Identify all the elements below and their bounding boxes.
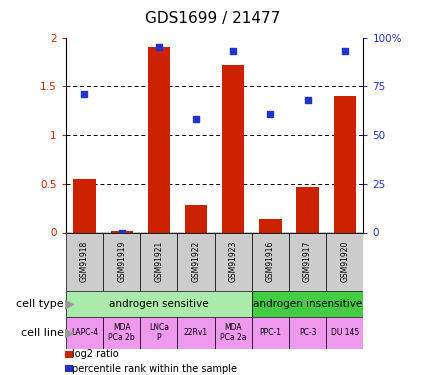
- Bar: [65, 365, 73, 372]
- Bar: [289, 317, 326, 349]
- Text: LAPC-4: LAPC-4: [71, 328, 98, 338]
- Bar: [252, 232, 289, 291]
- Bar: [215, 317, 252, 349]
- Bar: [73, 179, 96, 232]
- Bar: [66, 291, 252, 317]
- Text: PPC-1: PPC-1: [259, 328, 281, 338]
- Bar: [289, 232, 326, 291]
- Text: 22Rv1: 22Rv1: [184, 328, 208, 338]
- Bar: [259, 219, 281, 232]
- Text: androgen insensitive: androgen insensitive: [253, 299, 362, 309]
- Text: GSM91921: GSM91921: [154, 241, 163, 282]
- Point: [156, 44, 162, 50]
- Bar: [222, 65, 244, 232]
- Bar: [326, 232, 363, 291]
- Text: MDA
PCa 2a: MDA PCa 2a: [220, 323, 246, 342]
- Text: LNCa
P: LNCa P: [149, 323, 169, 342]
- Point: [193, 116, 199, 122]
- Text: percentile rank within the sample: percentile rank within the sample: [72, 364, 237, 374]
- Text: cell type: cell type: [16, 299, 64, 309]
- Point: [341, 48, 348, 54]
- Bar: [110, 231, 133, 232]
- Bar: [185, 205, 207, 232]
- Text: log2 ratio: log2 ratio: [72, 350, 119, 359]
- Bar: [66, 317, 103, 349]
- Point: [304, 97, 311, 103]
- Bar: [140, 232, 178, 291]
- Bar: [65, 351, 73, 358]
- Text: GSM91918: GSM91918: [80, 241, 89, 282]
- Point: [118, 230, 125, 236]
- Text: GSM91917: GSM91917: [303, 241, 312, 282]
- Text: ▶: ▶: [65, 297, 74, 310]
- Text: GSM91923: GSM91923: [229, 241, 238, 282]
- Text: GSM91920: GSM91920: [340, 241, 349, 282]
- Text: ▶: ▶: [65, 326, 74, 339]
- Text: GSM91922: GSM91922: [192, 241, 201, 282]
- Text: GDS1699 / 21477: GDS1699 / 21477: [145, 11, 280, 26]
- Bar: [178, 317, 215, 349]
- Text: cell line: cell line: [21, 328, 64, 338]
- Text: GSM91919: GSM91919: [117, 241, 126, 282]
- Point: [267, 111, 274, 117]
- Text: androgen sensitive: androgen sensitive: [109, 299, 209, 309]
- Bar: [252, 317, 289, 349]
- Bar: [326, 317, 363, 349]
- Text: PC-3: PC-3: [299, 328, 316, 338]
- Point: [230, 48, 237, 54]
- Bar: [140, 317, 178, 349]
- Point: [81, 91, 88, 97]
- Text: MDA
PCa 2b: MDA PCa 2b: [108, 323, 135, 342]
- Bar: [252, 291, 363, 317]
- Bar: [296, 187, 319, 232]
- Bar: [178, 232, 215, 291]
- Bar: [148, 47, 170, 232]
- Bar: [66, 232, 103, 291]
- Bar: [103, 317, 140, 349]
- Bar: [103, 232, 140, 291]
- Bar: [215, 232, 252, 291]
- Text: DU 145: DU 145: [331, 328, 359, 338]
- Text: GSM91916: GSM91916: [266, 241, 275, 282]
- Bar: [334, 96, 356, 232]
